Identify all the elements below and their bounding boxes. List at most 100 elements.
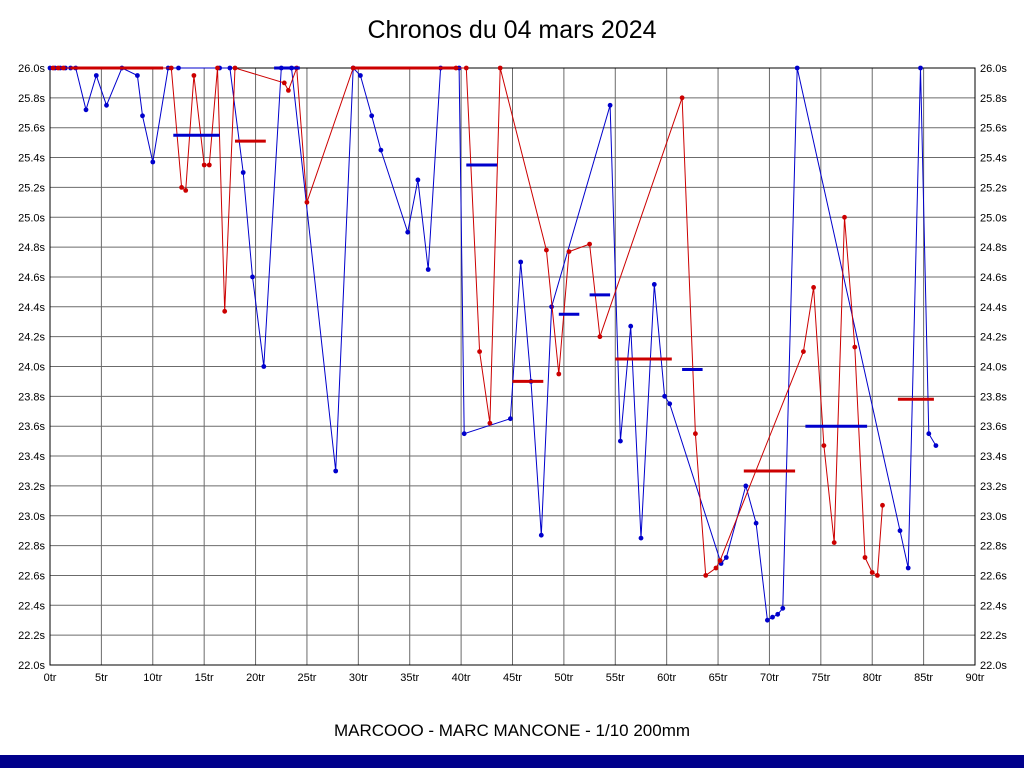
data-point-blue <box>104 102 109 108</box>
y-tick-label-left: 25.2s <box>18 182 45 194</box>
data-point-blue <box>926 431 932 437</box>
y-tick-label-left: 23.6s <box>18 421 45 433</box>
x-tick-label: 40tr <box>452 672 471 684</box>
data-point-blue <box>150 159 156 165</box>
y-tick-label-right: 25.2s <box>980 182 1007 194</box>
data-point-blue <box>461 431 467 437</box>
x-tick-label: 80tr <box>863 672 882 684</box>
data-point-blue <box>93 73 99 78</box>
data-point-red <box>587 241 592 247</box>
data-point-blue <box>628 323 634 329</box>
y-tick-label-right: 23.4s <box>980 451 1007 463</box>
data-point-red <box>191 73 197 78</box>
x-tick-label: 55tr <box>606 672 625 684</box>
y-tick-label-left: 23.8s <box>18 391 45 403</box>
data-point-red <box>831 540 837 545</box>
y-tick-label-right: 22.6s <box>980 570 1007 582</box>
series-line-red <box>53 67 883 577</box>
data-point-blue <box>667 401 673 407</box>
y-tick-label-left: 24.6s <box>18 272 45 284</box>
data-point-blue <box>140 113 145 119</box>
data-point-red <box>566 249 572 255</box>
x-tick-label: 35tr <box>400 672 419 684</box>
data-point-red <box>201 162 207 168</box>
average-segments <box>70 66 934 473</box>
plot-border <box>49 67 976 666</box>
data-point-red <box>222 308 228 314</box>
x-tick-label: 50tr <box>554 672 573 684</box>
data-point-blue <box>618 438 623 444</box>
data-point-red <box>232 65 238 71</box>
x-tick-label: 25tr <box>297 672 316 684</box>
data-point-red <box>286 88 291 93</box>
data-point-blue <box>518 259 524 265</box>
data-point-blue <box>538 532 544 538</box>
y-tick-label-right: 24.4s <box>980 302 1007 314</box>
y-tick-label-right: 24.8s <box>980 242 1007 254</box>
y-tick-label-right: 25.0s <box>980 212 1007 224</box>
y-tick-label-right: 22.2s <box>980 630 1007 642</box>
y-tick-label-left: 24.2s <box>18 332 45 344</box>
y-tick-label-left: 22.8s <box>18 541 45 553</box>
data-point-red <box>875 573 880 578</box>
x-tick-label: 15tr <box>195 672 214 684</box>
y-axis-labels-left: 26.0s 25.8s 25.6s 25.4s 25.2s 25.0s 24.8s 24.6s… <box>18 63 45 672</box>
data-point-blue <box>176 65 181 71</box>
data-point-blue <box>765 617 770 623</box>
footer-bar <box>0 755 1024 768</box>
data-point-red <box>50 65 56 71</box>
y-tick-label-right: 23.0s <box>980 511 1007 523</box>
data-point-red <box>852 344 858 350</box>
y-tick-label-right: 22.8s <box>980 541 1007 553</box>
data-point-red <box>862 555 868 560</box>
y-tick-label-right: 23.8s <box>980 391 1007 403</box>
data-point-red <box>168 65 174 71</box>
data-point-blue <box>227 65 233 71</box>
data-point-blue <box>369 113 375 119</box>
data-point-blue <box>261 364 267 369</box>
y-tick-label-right: 22.4s <box>980 600 1007 612</box>
series-red <box>50 65 885 578</box>
data-point-blue <box>358 73 363 78</box>
data-point-red <box>183 188 189 193</box>
y-tick-label-left: 24.8s <box>18 242 45 254</box>
y-tick-label-right: 25.6s <box>980 123 1007 135</box>
data-point-blue <box>638 535 644 541</box>
data-point-blue <box>753 520 759 526</box>
x-tick-label: 90tr <box>966 672 985 684</box>
series-blue <box>47 65 939 623</box>
x-tick-label: 5tr <box>95 672 108 684</box>
data-point-blue <box>240 170 246 175</box>
data-point-red <box>55 65 61 71</box>
y-tick-label-right: 23.2s <box>980 481 1007 493</box>
data-point-blue <box>775 611 781 617</box>
data-point-blue <box>770 614 775 620</box>
data-point-blue <box>607 102 613 108</box>
data-point-blue <box>651 282 657 287</box>
x-tick-label: 10tr <box>143 672 162 684</box>
y-tick-label-right: 25.8s <box>980 93 1007 105</box>
data-point-red <box>880 502 885 508</box>
x-axis-labels: 0tr 5tr 10tr 15tr 20tr 25tr 30tr 35tr 40tr 45tr 50… <box>44 672 985 684</box>
data-point-red <box>556 371 562 377</box>
y-tick-label-left: 22.4s <box>18 600 45 612</box>
data-point-blue <box>905 565 911 571</box>
y-tick-label-left: 24.4s <box>18 302 45 314</box>
x-tick-label: 60tr <box>657 672 676 684</box>
data-point-blue <box>743 483 749 489</box>
data-point-blue <box>933 443 939 448</box>
page-title: Chronos du 04 mars 2024 <box>367 16 657 44</box>
data-point-blue <box>135 73 140 78</box>
x-tick-label: 85tr <box>914 672 933 684</box>
data-point-red <box>304 199 310 205</box>
data-point-red <box>487 420 493 426</box>
data-point-red <box>179 185 185 190</box>
data-point-blue <box>780 605 786 611</box>
y-tick-label-right: 24.6s <box>980 272 1007 284</box>
y-tick-label-right: 24.0s <box>980 362 1007 374</box>
data-point-red <box>821 443 827 448</box>
x-tick-label: 20tr <box>246 672 265 684</box>
data-point-red <box>597 334 603 340</box>
x-tick-label: 30tr <box>349 672 368 684</box>
